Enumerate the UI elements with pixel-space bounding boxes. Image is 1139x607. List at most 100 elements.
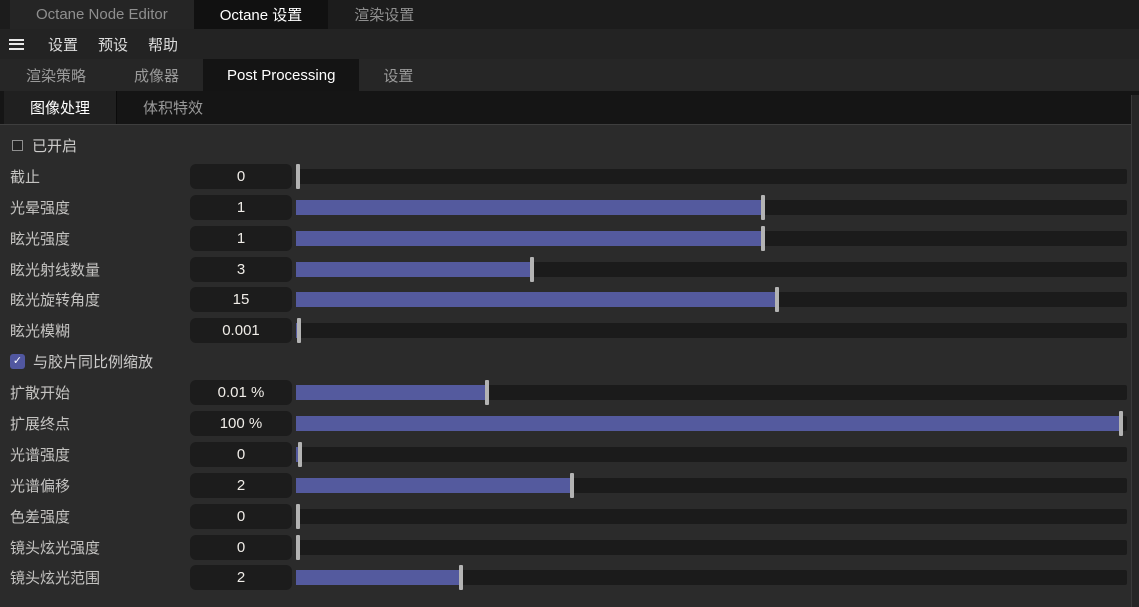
slider-track[interactable] <box>296 570 1127 586</box>
value-input[interactable]: 100 % <box>190 410 292 436</box>
slider-track[interactable] <box>296 168 1127 184</box>
parameter-label: 扩展终点 <box>10 415 71 433</box>
tab-render-strategy[interactable]: 渲染策略 <box>2 59 110 91</box>
tab-octane-node-editor[interactable]: Octane Node Editor <box>10 0 194 29</box>
value-input[interactable]: 0.01 % <box>190 380 292 406</box>
parameter-label: 镜头炫光强度 <box>10 539 101 557</box>
slider[interactable] <box>296 472 1127 498</box>
parameter-label: 眩光模糊 <box>10 323 71 341</box>
parameter-label: 眩光强度 <box>10 230 71 248</box>
parameter-row: 截止 0 <box>10 161 1127 192</box>
value-input[interactable]: 1 <box>190 225 292 251</box>
parameter-row: 镜头炫光范围 2 <box>10 562 1127 593</box>
slider-track[interactable] <box>296 539 1127 555</box>
parameter-label: 光谱强度 <box>10 446 71 464</box>
parameter-row: 眩光射线数量 3 <box>10 254 1127 285</box>
value-input[interactable]: 0 <box>190 503 292 529</box>
slider-track[interactable] <box>296 508 1127 524</box>
checkbox-label: 已开启 <box>32 137 78 155</box>
slider[interactable] <box>296 534 1127 560</box>
slider-handle[interactable] <box>485 380 490 406</box>
menu-item-help[interactable]: 帮助 <box>148 36 179 54</box>
sub-tab-bar: 图像处理 体积特效 <box>0 91 1139 125</box>
tab-label: 渲染策略 <box>26 67 87 85</box>
value-input[interactable]: 0 <box>190 534 292 560</box>
menu-item-settings[interactable]: 设置 <box>48 36 79 54</box>
tab-label: Octane 设置 <box>219 7 303 24</box>
slider-handle[interactable] <box>297 441 302 467</box>
slider-handle[interactable] <box>296 318 301 344</box>
slider-handle[interactable] <box>760 225 765 251</box>
parameter-label: 光谱偏移 <box>10 477 71 495</box>
tab-render-settings[interactable]: 渲染设置 <box>328 0 440 29</box>
slider[interactable] <box>296 318 1127 344</box>
parameter-label: 扩散开始 <box>10 385 71 403</box>
slider-fill <box>296 292 778 308</box>
parameter-row: 眩光模糊 0.001 <box>10 315 1127 346</box>
parameter-row: 光晕强度 1 <box>10 192 1127 223</box>
value-input[interactable]: 1 <box>190 194 292 220</box>
tab-label: Octane Node Editor <box>36 6 168 23</box>
slider[interactable] <box>296 441 1127 467</box>
tab-imager[interactable]: 成像器 <box>110 59 203 91</box>
checkbox-unchecked[interactable] <box>12 139 23 151</box>
tab-volumetric-effects[interactable]: 体积特效 <box>117 91 229 124</box>
slider-handle[interactable] <box>530 256 535 282</box>
slider-handle[interactable] <box>296 163 300 189</box>
slider-fill <box>296 446 298 462</box>
value-input[interactable]: 2 <box>190 565 292 591</box>
slider[interactable] <box>296 194 1127 220</box>
value-input[interactable]: 15 <box>190 287 292 313</box>
slider[interactable] <box>296 410 1127 436</box>
slider[interactable] <box>296 287 1127 313</box>
slider-handle[interactable] <box>458 565 463 591</box>
scrollbar[interactable] <box>1131 95 1139 607</box>
parameter-row: 眩光强度 1 <box>10 223 1127 254</box>
value-input[interactable]: 0 <box>190 163 292 189</box>
slider-handle[interactable] <box>760 194 765 220</box>
tab-post-processing[interactable]: Post Processing <box>203 59 360 91</box>
tab-settings[interactable]: 设置 <box>359 59 437 91</box>
value-input[interactable]: 2 <box>190 472 292 498</box>
slider-handle[interactable] <box>296 534 300 560</box>
value-input[interactable]: 3 <box>190 256 292 282</box>
checkbox-label: 与胶片同比例缩放 <box>33 354 154 372</box>
slider[interactable] <box>296 503 1127 529</box>
menu-item-presets[interactable]: 预设 <box>98 36 129 54</box>
slider-track[interactable] <box>296 385 1127 401</box>
parameter-label: 眩光旋转角度 <box>10 292 101 310</box>
slider-handle[interactable] <box>774 287 779 313</box>
value-input[interactable]: 0.001 <box>190 318 292 344</box>
slider-fill <box>296 570 460 586</box>
checkbox-checked[interactable]: ✓ <box>10 354 25 370</box>
parameter-label: 光晕强度 <box>10 199 71 217</box>
tab-label: 渲染设置 <box>354 7 415 24</box>
slider-handle[interactable] <box>1118 410 1123 436</box>
tab-octane-settings[interactable]: Octane 设置 <box>193 0 329 29</box>
slider[interactable] <box>296 565 1127 591</box>
window-tab-bar: Octane Node Editor Octane 设置 渲染设置 <box>0 0 1139 29</box>
slider-handle[interactable] <box>569 472 574 498</box>
slider[interactable] <box>296 380 1127 406</box>
tab-image-processing[interactable]: 图像处理 <box>4 91 118 124</box>
slider-track[interactable] <box>296 323 1127 339</box>
parameter-label: 截止 <box>10 168 41 186</box>
tab-label: 体积特效 <box>143 100 204 117</box>
slider[interactable] <box>296 256 1127 282</box>
parameter-label: 镜头炫光范围 <box>10 570 101 588</box>
slider[interactable] <box>296 163 1127 189</box>
slider-fill <box>296 385 487 401</box>
slider-track[interactable] <box>296 446 1127 462</box>
tab-label: 图像处理 <box>30 100 91 117</box>
parameter-label: 眩光射线数量 <box>10 261 101 279</box>
slider-handle[interactable] <box>296 503 300 529</box>
parameter-row: 光谱偏移 2 <box>10 470 1127 501</box>
slider-fill <box>296 477 572 493</box>
settings-tab-bar: 渲染策略 成像器 Post Processing 设置 <box>0 59 1139 91</box>
tab-label: 设置 <box>383 67 414 85</box>
hamburger-menu-icon[interactable] <box>9 38 24 50</box>
slider-fill <box>296 261 532 277</box>
parameter-row: 扩展终点 100 % <box>10 408 1127 439</box>
value-input[interactable]: 0 <box>190 441 292 467</box>
slider[interactable] <box>296 225 1127 251</box>
